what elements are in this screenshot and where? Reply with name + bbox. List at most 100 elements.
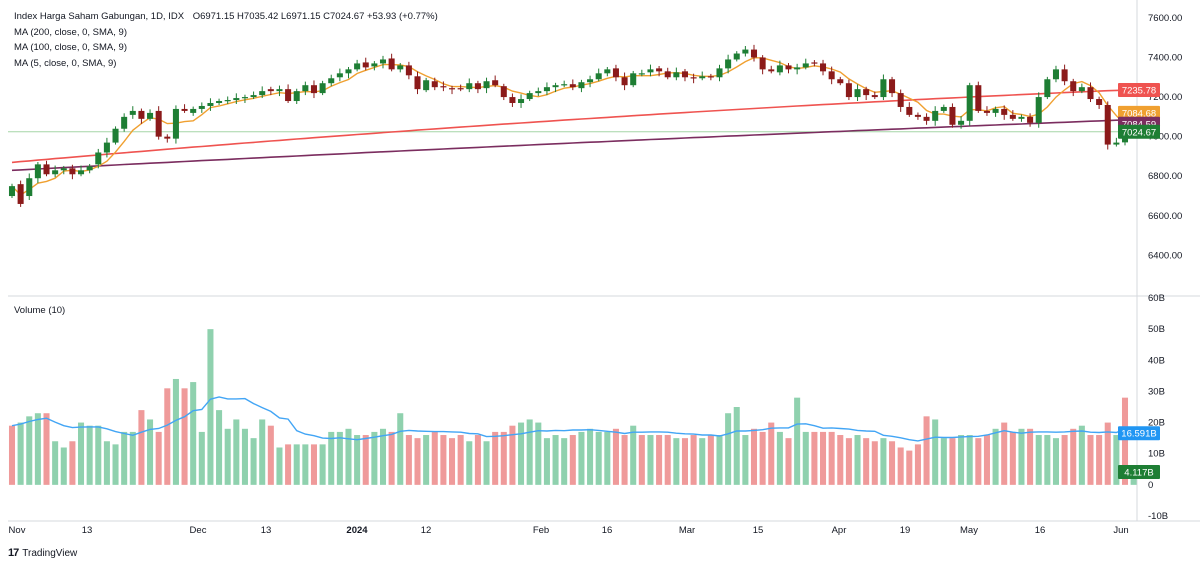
- volume-bar: [595, 431, 602, 485]
- candle-body: [172, 108, 179, 139]
- volume-bar: [1001, 422, 1008, 485]
- candle-body: [250, 95, 257, 98]
- volume-bar: [1078, 425, 1085, 485]
- volume-bar: [845, 438, 852, 485]
- candle-body: [871, 95, 878, 98]
- symbol-title[interactable]: Index Harga Saham Gabungan, 1D, IDX O697…: [14, 9, 438, 25]
- volume-bar: [276, 447, 283, 485]
- volume-bar: [466, 441, 473, 485]
- volume-bar: [190, 382, 197, 485]
- volume-tick-label: 30B: [1148, 386, 1165, 397]
- volume-bar: [889, 441, 896, 485]
- volume-bar: [932, 419, 939, 485]
- candle-body: [34, 164, 41, 179]
- candle-body: [423, 80, 430, 91]
- candle-body: [595, 73, 602, 80]
- candle-body: [147, 112, 154, 119]
- volume-bar: [1070, 428, 1077, 485]
- volume-bar: [328, 431, 335, 485]
- volume-bar: [673, 438, 680, 485]
- candle-body: [492, 80, 499, 86]
- candle-body: [397, 65, 404, 70]
- volume-bar: [759, 431, 766, 485]
- ma5-value-label-bg: [1118, 105, 1160, 120]
- volume-bar: [690, 435, 697, 485]
- candle-body: [310, 85, 317, 94]
- candle-body: [612, 68, 619, 78]
- time-tick-label: 16: [1035, 525, 1046, 536]
- volume-legend[interactable]: Volume (10): [14, 305, 66, 316]
- candle-body: [699, 76, 706, 79]
- candle-body: [336, 73, 343, 78]
- volume-bar: [526, 419, 533, 485]
- candle-body: [112, 128, 119, 143]
- volume-bar: [397, 413, 404, 485]
- volume-tick-label: 60B: [1148, 293, 1165, 304]
- volume-bar: [820, 431, 827, 485]
- candle-body: [681, 71, 688, 78]
- candle-body: [121, 116, 128, 129]
- candle-body: [828, 71, 835, 80]
- candle-body: [500, 86, 507, 98]
- volume-bar: [440, 435, 447, 485]
- volume-ma-value-label-bg: [1118, 426, 1160, 441]
- candle-body: [259, 91, 266, 96]
- close-value-label: 7024.67: [1122, 127, 1156, 138]
- candle-body: [630, 73, 637, 86]
- volume-bar: [569, 435, 576, 485]
- tradingview-brand[interactable]: 17 TradingView: [8, 547, 77, 559]
- time-tick-label: 19: [900, 525, 911, 536]
- volume-bar: [1035, 435, 1042, 485]
- volume-bar: [405, 435, 412, 485]
- candle-body: [69, 168, 76, 175]
- candle-body: [897, 93, 904, 107]
- candle-body: [569, 84, 576, 88]
- volume-bar: [681, 438, 688, 485]
- candle-body: [190, 108, 197, 113]
- candle-body: [880, 79, 887, 98]
- candle-body: [983, 110, 990, 113]
- time-tick-label: 15: [753, 525, 764, 536]
- volume-bar: [1009, 431, 1016, 485]
- candle-body: [664, 71, 671, 78]
- candle-body: [759, 57, 766, 70]
- volume-bar: [285, 444, 292, 485]
- volume-bar: [336, 431, 343, 485]
- ma200-legend[interactable]: MA (200, close, 0, SMA, 9): [14, 26, 127, 38]
- volume-bar: [535, 422, 542, 485]
- candle-body: [854, 89, 861, 98]
- price-tick-label: 6400.00: [1148, 250, 1182, 261]
- volume-tick-label: 40B: [1148, 355, 1165, 366]
- volume-bar: [699, 438, 706, 485]
- candle-body: [966, 85, 973, 121]
- candle-body: [86, 166, 93, 171]
- volume-bar: [1121, 397, 1129, 485]
- candle-body: [483, 81, 490, 89]
- candle-body: [414, 76, 421, 90]
- ma100-legend[interactable]: MA (100, close, 0, SMA, 9): [14, 42, 127, 53]
- volume-bar: [250, 438, 257, 485]
- volume-bar: [492, 431, 499, 485]
- volume-bar: [966, 435, 973, 485]
- volume-bar: [733, 407, 740, 485]
- candle-body: [1018, 116, 1025, 119]
- candle-body: [474, 83, 481, 90]
- volume-bar: [1044, 435, 1051, 485]
- volume-bar: [975, 438, 982, 485]
- ma5-legend[interactable]: MA (5, close, 0, SMA, 9): [14, 57, 117, 69]
- candle-body: [267, 89, 274, 92]
- volume-bar: [60, 447, 67, 485]
- volume-bar: [828, 431, 835, 485]
- ohlc-values: O6971.15 H7035.42 L6971.15 C7024.67 +53.…: [192, 11, 438, 22]
- volume-bar: [561, 438, 568, 485]
- candle-body: [794, 67, 801, 70]
- volume-bar: [310, 444, 317, 485]
- volume-bar: [897, 447, 904, 485]
- volume-bar: [52, 441, 59, 485]
- volume-bar: [871, 441, 878, 485]
- volume-bar: [1104, 422, 1111, 485]
- candle-body: [241, 97, 248, 99]
- candle-body: [8, 186, 16, 197]
